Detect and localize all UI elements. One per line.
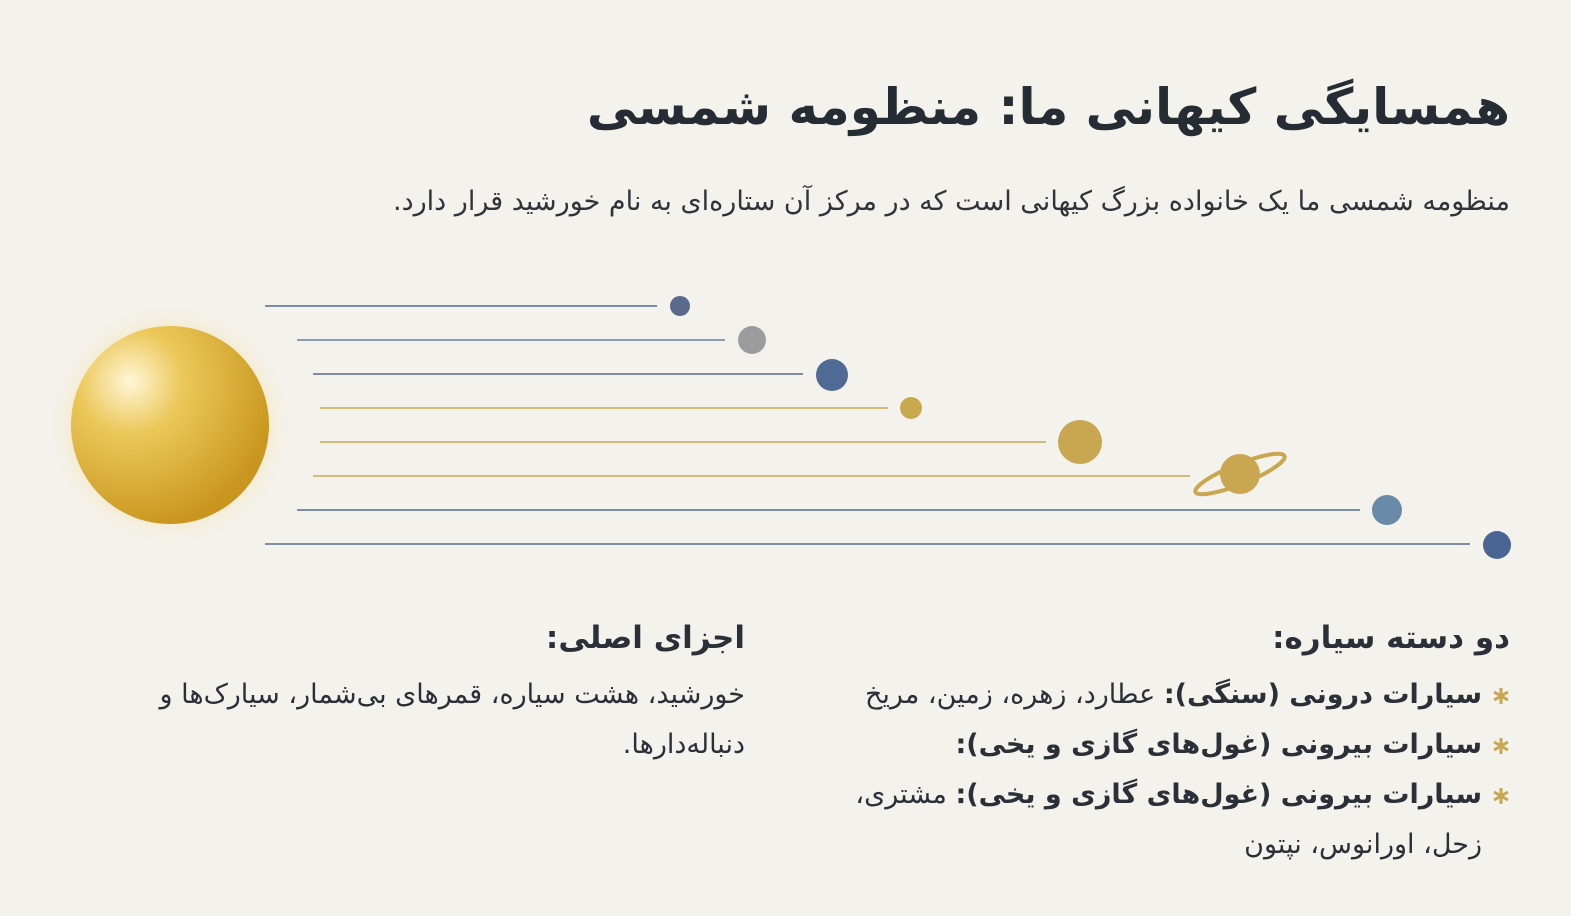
section-heading: دو دسته سیاره: bbox=[1272, 620, 1510, 656]
planet bbox=[816, 359, 848, 391]
item-text: مشتری، زحل، اورانوس، نپتون bbox=[855, 779, 1482, 860]
planet bbox=[670, 296, 690, 316]
item-label: سیارات بیرونی (غول‌های گازی و یخی): bbox=[955, 779, 1482, 810]
title: همسایگی کیهانی ما: منظومه شمسی bbox=[586, 78, 1510, 136]
list-item: سیارات بیرونی (غول‌های گازی و یخی): bbox=[830, 720, 1510, 770]
saturn bbox=[1193, 451, 1287, 497]
bullet-icon bbox=[1493, 788, 1509, 804]
paragraph: خورشید، هشت سیاره، قمرهای بی‌شمار، سیارک… bbox=[159, 679, 745, 760]
section-heading: اجزای اصلی: bbox=[545, 620, 745, 656]
item-label: سیارات درونی (سنگی): bbox=[1163, 679, 1482, 710]
bullet-icon bbox=[1493, 688, 1509, 704]
list-item: سیارات درونی (سنگی): عطارد، زهره، زمین، … bbox=[830, 670, 1510, 720]
list-item: سیارات بیرونی (غول‌های گازی و یخی): مشتر… bbox=[830, 770, 1510, 870]
subtitle: منظومه شمسی ما یک خانواده بزرگ کیهانی اس… bbox=[393, 186, 1510, 217]
solar-system-diagram bbox=[45, 296, 1511, 559]
bullet-stroke bbox=[1493, 740, 1509, 752]
planet bbox=[1372, 495, 1402, 525]
item-text: عطارد، زهره، زمین، مریخ bbox=[864, 679, 1156, 710]
planet bbox=[738, 326, 766, 354]
planet bbox=[1058, 420, 1102, 464]
list: سیارات درونی (سنگی): عطارد، زهره، زمین، … bbox=[830, 670, 1510, 870]
bullet-stroke bbox=[1493, 690, 1509, 702]
planet-groups: دو دسته سیاره: سیارات درونی (سنگی): عطار… bbox=[830, 620, 1510, 870]
components: اجزای اصلی: خورشید، هشت سیاره، قمرهای بی… bbox=[125, 620, 745, 770]
bullet-icon bbox=[1493, 738, 1509, 754]
planet bbox=[900, 397, 922, 419]
planet bbox=[1483, 531, 1511, 559]
sun bbox=[71, 326, 269, 524]
bullet-stroke bbox=[1493, 790, 1509, 802]
item-label: سیارات بیرونی (غول‌های گازی و یخی): bbox=[955, 729, 1482, 760]
